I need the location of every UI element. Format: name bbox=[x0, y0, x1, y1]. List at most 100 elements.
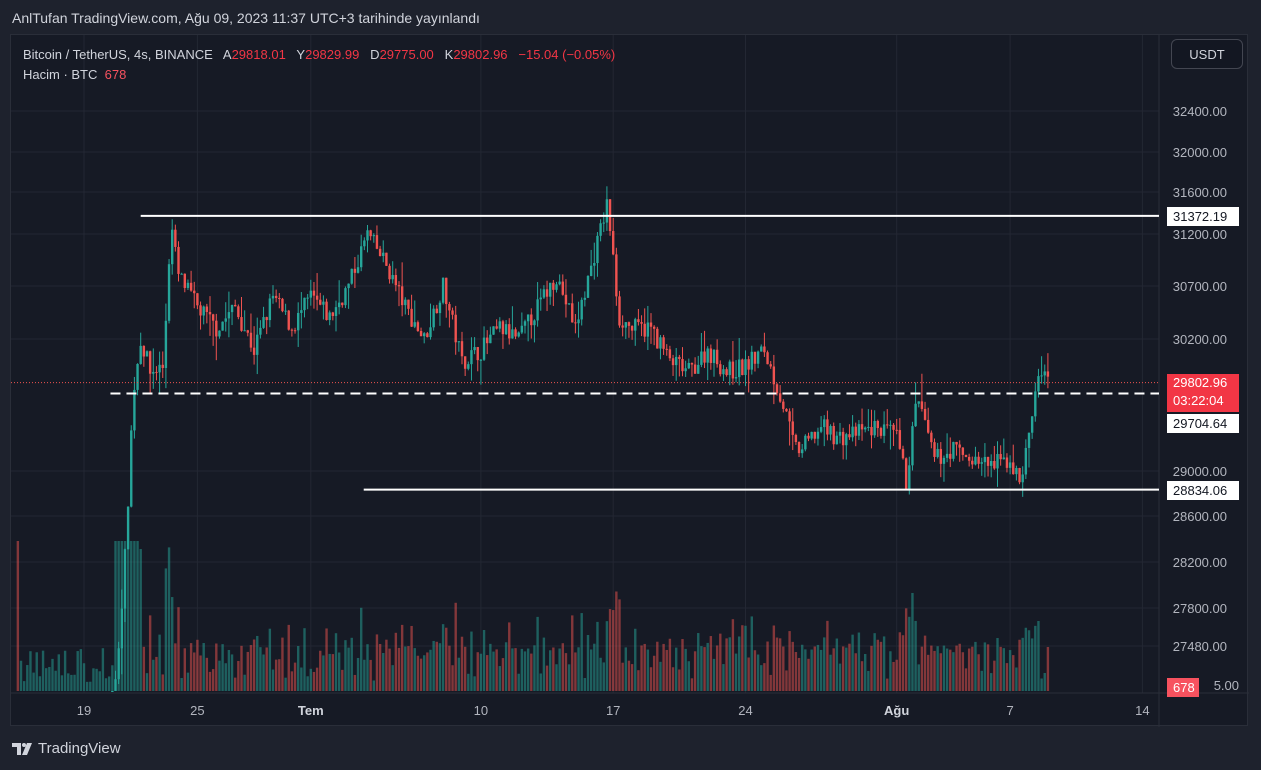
volume-bar bbox=[974, 641, 977, 691]
candle-body bbox=[388, 265, 391, 280]
volume-bar bbox=[612, 610, 615, 691]
volume-bar bbox=[819, 649, 823, 691]
candle-body bbox=[148, 351, 152, 374]
volume-bar bbox=[445, 627, 448, 691]
volume-bar bbox=[281, 637, 284, 691]
volume-bar bbox=[265, 647, 268, 691]
volume-value: 678 bbox=[104, 67, 127, 82]
high-value: 29829.99 bbox=[305, 47, 360, 62]
candle-body bbox=[596, 235, 599, 264]
candle-body bbox=[234, 304, 237, 307]
candle-body bbox=[612, 231, 615, 255]
volume-bar bbox=[407, 646, 410, 691]
low-value: 29775.00 bbox=[379, 47, 434, 62]
volume-bar bbox=[577, 647, 580, 691]
volume-label[interactable]: Hacim · BTC bbox=[23, 67, 98, 82]
volume-bar bbox=[38, 676, 42, 691]
candle-body bbox=[555, 284, 558, 290]
candle-body bbox=[164, 320, 168, 368]
volume-bar bbox=[495, 649, 498, 691]
volume-bar bbox=[876, 639, 879, 691]
candle-body bbox=[523, 321, 527, 326]
candle-body bbox=[416, 322, 420, 332]
candle-body bbox=[586, 275, 590, 298]
candle-body bbox=[230, 304, 234, 313]
price-chart[interactable]: 32400.00 32000.00 31600.00 31200.00 30700.00… bbox=[11, 35, 1249, 727]
candle-body bbox=[347, 283, 350, 289]
volume-bar bbox=[476, 652, 479, 691]
volume-bar bbox=[627, 660, 631, 691]
volume-bar bbox=[394, 632, 398, 691]
volume-bar bbox=[649, 667, 653, 691]
candle-body bbox=[111, 691, 114, 692]
volume-bar bbox=[41, 650, 45, 691]
volume-bar bbox=[489, 643, 492, 691]
volume-bar bbox=[1037, 620, 1040, 691]
candle-body bbox=[293, 330, 297, 332]
volume-bar bbox=[482, 629, 486, 691]
volume-bar bbox=[426, 652, 429, 691]
candle-body bbox=[353, 268, 357, 273]
volume-bar bbox=[898, 632, 902, 691]
candle-body bbox=[766, 352, 769, 365]
candle-body bbox=[848, 434, 851, 438]
volume-bar bbox=[851, 634, 854, 691]
volume-bar bbox=[240, 645, 243, 691]
volume-bar bbox=[246, 651, 249, 691]
volume-bar bbox=[145, 673, 149, 691]
candle-body bbox=[898, 430, 902, 449]
volume-bar bbox=[325, 628, 328, 691]
chart-pane[interactable]: 32400.00 32000.00 31600.00 31200.00 30700.00… bbox=[10, 34, 1249, 727]
candle-body bbox=[993, 460, 996, 469]
volume-bar bbox=[174, 643, 177, 691]
candle-body bbox=[823, 419, 826, 428]
volume-bar bbox=[108, 676, 111, 691]
candle-body bbox=[161, 364, 164, 368]
candle-body bbox=[621, 325, 624, 328]
volume-bar bbox=[293, 662, 297, 691]
candle-body bbox=[920, 401, 924, 409]
candle-body bbox=[668, 349, 672, 359]
candle-body bbox=[407, 299, 410, 309]
symbol-title[interactable]: Bitcoin / TetherUS, 4s, BINANCE bbox=[23, 47, 213, 62]
candle-body bbox=[400, 286, 404, 306]
volume-bar bbox=[536, 616, 539, 691]
currency-button[interactable]: USDT bbox=[1171, 39, 1243, 69]
candle-body bbox=[580, 299, 583, 320]
open-label: A bbox=[222, 47, 232, 62]
volume-bar bbox=[479, 653, 483, 691]
candle-body bbox=[734, 377, 738, 379]
volume-bar bbox=[366, 644, 369, 691]
candle-body bbox=[1034, 391, 1037, 417]
candle-body bbox=[142, 345, 146, 357]
candle-body bbox=[983, 456, 987, 463]
candle-body bbox=[665, 348, 668, 350]
candle-body bbox=[835, 435, 839, 445]
volume-bar bbox=[564, 653, 568, 691]
candle-series bbox=[111, 186, 1050, 692]
tradingview-logo[interactable]: TradingView bbox=[12, 740, 121, 757]
y-tick-label: 30700.00 bbox=[1173, 279, 1227, 294]
volume-bar bbox=[892, 661, 895, 691]
volume-bar bbox=[208, 671, 212, 691]
y-tick-label: 28600.00 bbox=[1173, 509, 1227, 524]
volume-bar bbox=[646, 649, 650, 691]
candle-body bbox=[662, 337, 665, 349]
candle-body bbox=[372, 235, 375, 237]
volume-bar bbox=[927, 654, 930, 691]
candle-body bbox=[879, 428, 883, 436]
candle-body bbox=[419, 331, 423, 337]
candle-body bbox=[356, 267, 360, 273]
candle-body bbox=[489, 334, 492, 344]
volume-bar bbox=[656, 641, 659, 691]
volume-bar bbox=[873, 633, 876, 691]
low-label: D bbox=[370, 47, 380, 62]
candle-body bbox=[256, 334, 259, 355]
close-value: 29802.96 bbox=[453, 47, 508, 62]
candle-body bbox=[923, 408, 927, 420]
volume-bar bbox=[955, 645, 958, 691]
volume-bar bbox=[391, 665, 394, 691]
candle-body bbox=[120, 608, 123, 649]
candle-body bbox=[599, 223, 602, 236]
volume-bar bbox=[700, 646, 703, 691]
